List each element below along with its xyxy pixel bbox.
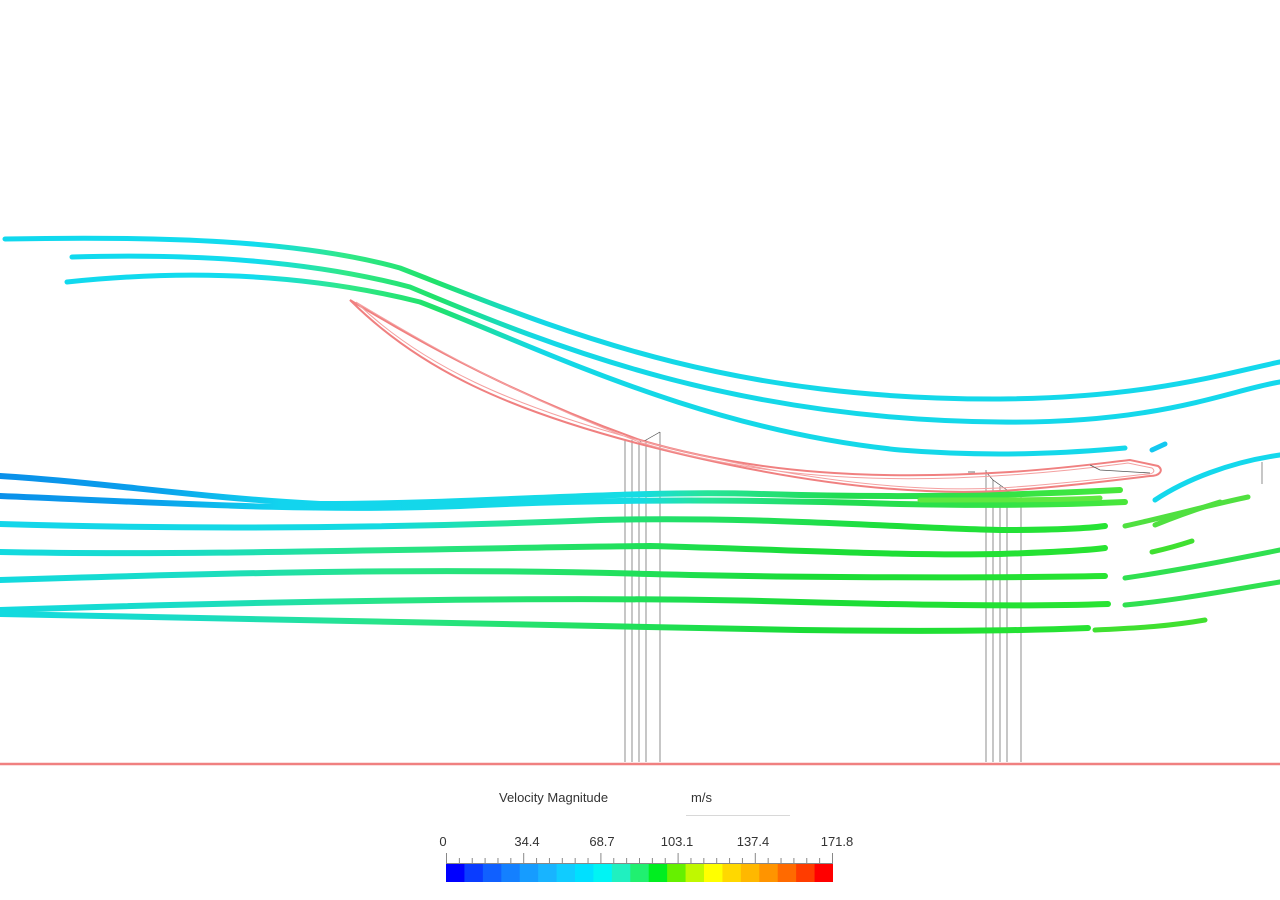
colorbar-swatch (575, 864, 595, 882)
probe-lines (624, 431, 1263, 762)
streamline (0, 568, 1108, 583)
streamline (1122, 547, 1280, 581)
colorbar-swatch (740, 864, 760, 882)
streamline (1149, 538, 1195, 555)
colorbar-swatch (593, 864, 613, 882)
colorbar-swatch (777, 864, 797, 882)
colorbar-tick-label: 34.4 (514, 834, 540, 849)
streamline (0, 493, 1128, 511)
colorbar-swatch (611, 864, 631, 882)
colorbar-tick-label: 0 (439, 834, 447, 849)
colorbar-tick-label: 137.4 (736, 834, 770, 849)
colorbar-swatch (759, 864, 779, 882)
streamline (0, 611, 1091, 634)
colorbar-swatch (556, 864, 576, 882)
trailing-edge-detail (1089, 464, 1151, 474)
colorbar-swatch (722, 864, 742, 882)
colorbar-swatch (667, 864, 687, 882)
colorbar-swatch (464, 864, 484, 882)
colorbar-swatch (814, 864, 833, 882)
colorbar-tick-label: 103.1 (660, 834, 694, 849)
streamline (1152, 499, 1223, 528)
streamline (0, 542, 1108, 558)
streamline (1092, 617, 1208, 633)
colorbar-tick-label: 68.7 (589, 834, 615, 849)
streamline (0, 516, 1108, 534)
colorbar-ticks (446, 853, 833, 864)
colorbar-swatch (796, 864, 816, 882)
legend-unit-underline (686, 815, 790, 816)
streamline (64, 272, 1128, 457)
colorbar-swatch (446, 864, 466, 882)
legend-title: Velocity Magnitude (499, 790, 609, 805)
lower-streamlines (0, 452, 1280, 634)
wing-outline-inner (355, 301, 1155, 490)
streamline (1152, 452, 1280, 503)
colorbar-swatch (501, 864, 521, 882)
colorbar-swatch (538, 864, 558, 882)
streamline (0, 596, 1111, 613)
colorbar-swatch (630, 864, 650, 882)
colorbar-swatch (519, 864, 539, 882)
colorbar-swatch (648, 864, 668, 882)
streamline (917, 495, 1103, 503)
upper-streamlines (2, 235, 1280, 457)
streamline (69, 253, 1280, 425)
colorbar-swatch (482, 864, 502, 882)
streamline (2, 235, 1280, 402)
colorbar-swatch (704, 864, 724, 882)
colorbar (446, 853, 833, 882)
streamline (1149, 441, 1168, 453)
colorbar-tick-label: 171.8 (820, 834, 854, 849)
streamline (0, 473, 1123, 508)
streamline (1122, 579, 1280, 608)
colorbar-swatches (446, 864, 833, 882)
colorbar-swatch (685, 864, 705, 882)
legend-unit: m/s (691, 790, 712, 805)
